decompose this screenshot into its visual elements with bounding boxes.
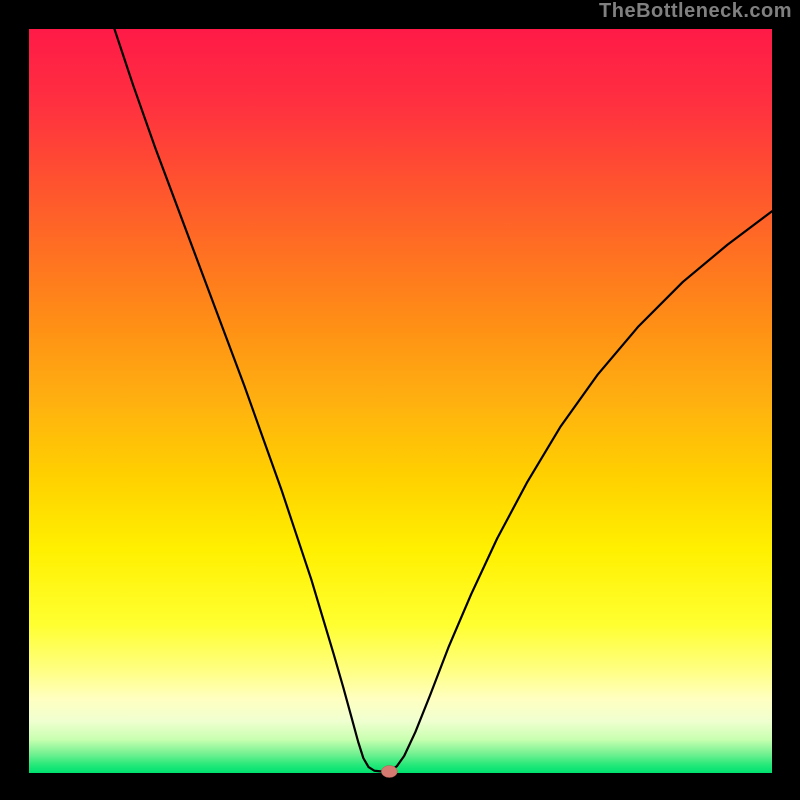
chart-svg xyxy=(0,0,800,800)
optimum-marker xyxy=(381,766,397,778)
plot-background xyxy=(29,29,772,773)
watermark-text: TheBottleneck.com xyxy=(599,0,792,23)
